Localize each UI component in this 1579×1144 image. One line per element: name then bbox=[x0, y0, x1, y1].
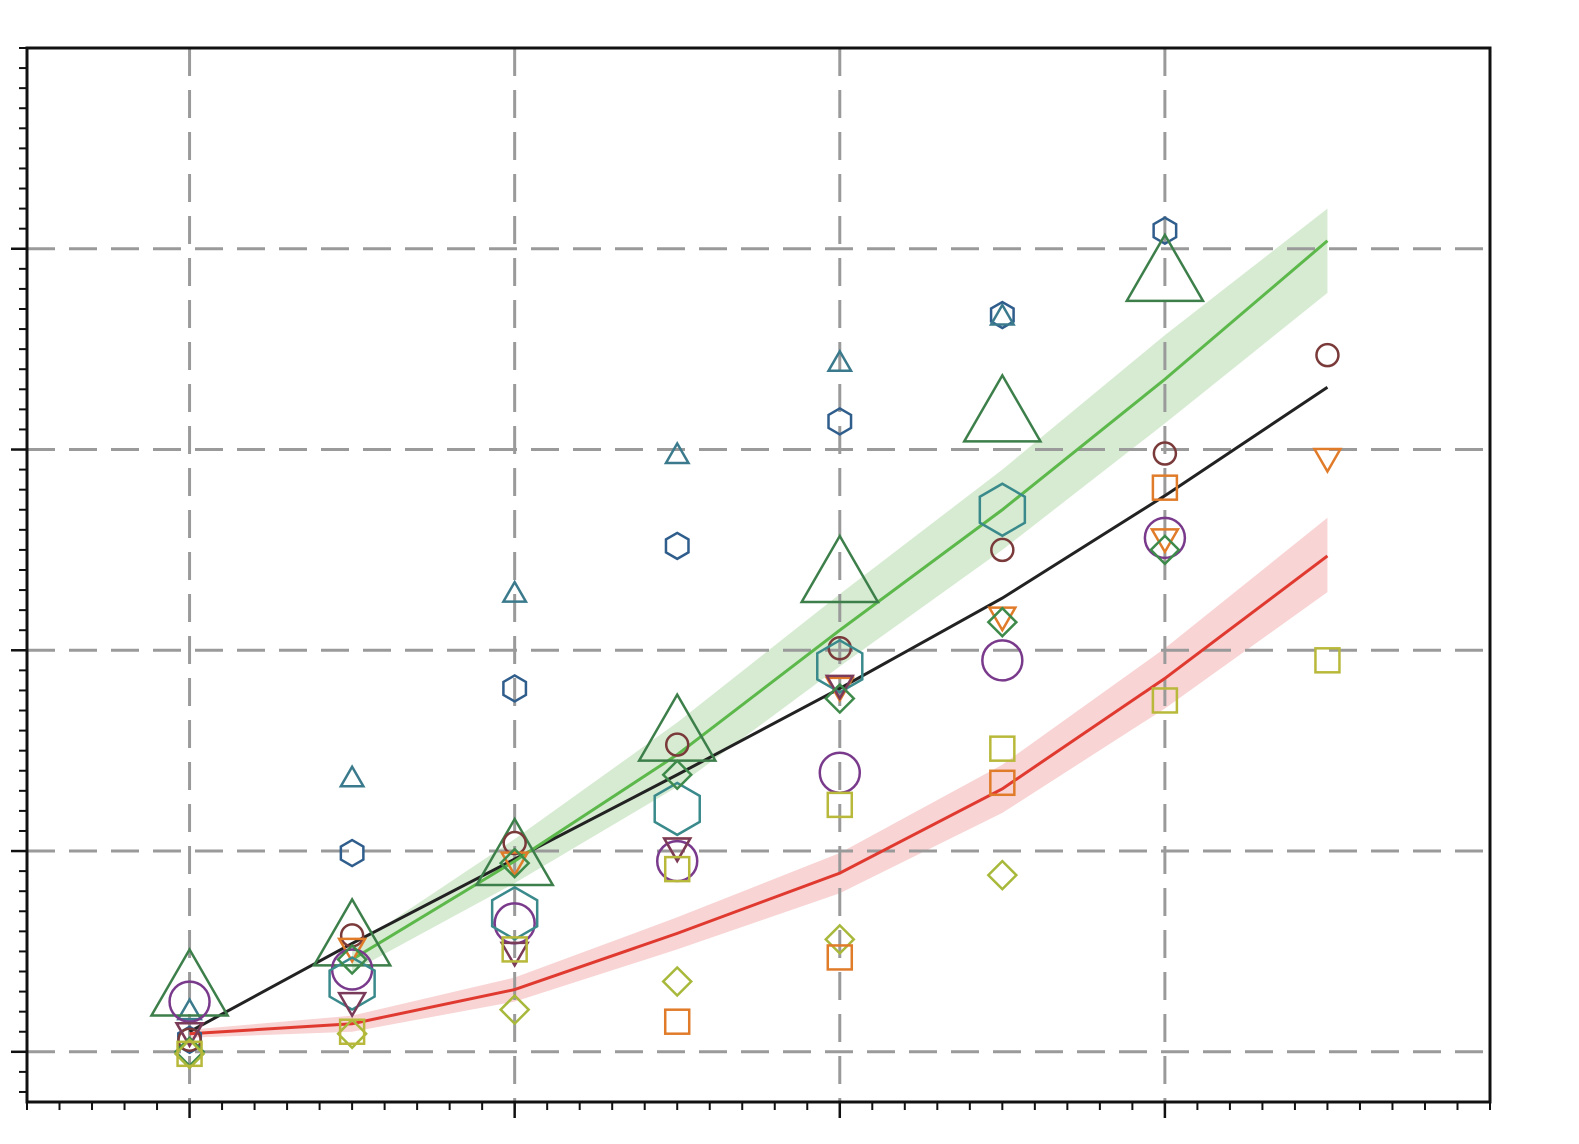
marker bbox=[502, 673, 528, 703]
marker bbox=[173, 1038, 206, 1070]
marker bbox=[501, 579, 529, 603]
marker bbox=[502, 830, 527, 856]
marker bbox=[168, 980, 211, 1023]
marker bbox=[1152, 216, 1178, 246]
marker bbox=[177, 1027, 202, 1053]
marker bbox=[663, 855, 691, 883]
marker bbox=[662, 837, 693, 864]
marker bbox=[989, 300, 1015, 330]
marker bbox=[336, 943, 368, 976]
marker bbox=[176, 1040, 203, 1068]
marker bbox=[311, 896, 393, 967]
fit-line bbox=[188, 386, 1329, 1034]
marker bbox=[499, 941, 530, 968]
marker bbox=[1151, 687, 1179, 714]
marker bbox=[816, 638, 864, 694]
marker bbox=[799, 533, 881, 604]
marker bbox=[1315, 342, 1340, 368]
marker bbox=[499, 851, 530, 878]
marker bbox=[498, 993, 531, 1026]
marker bbox=[988, 302, 1016, 326]
marker bbox=[990, 537, 1015, 563]
marker bbox=[1149, 534, 1181, 566]
marker bbox=[661, 758, 693, 791]
marker bbox=[1143, 516, 1187, 560]
marker bbox=[1124, 232, 1206, 303]
fit-line bbox=[189, 554, 1329, 1036]
marker bbox=[989, 769, 1016, 797]
marker bbox=[1314, 647, 1341, 674]
marker bbox=[653, 781, 701, 837]
marker bbox=[827, 406, 853, 436]
confidence-band bbox=[352, 208, 1328, 972]
marker bbox=[827, 636, 853, 661]
marker bbox=[826, 348, 854, 372]
plot-frame bbox=[25, 46, 1492, 1104]
marker bbox=[339, 838, 365, 868]
marker bbox=[149, 947, 230, 1017]
marker bbox=[989, 735, 1016, 762]
marker bbox=[1152, 441, 1178, 466]
marker bbox=[501, 936, 528, 963]
marker bbox=[338, 764, 366, 788]
marker bbox=[1312, 447, 1343, 475]
marker bbox=[1151, 474, 1179, 501]
marker bbox=[336, 991, 368, 1019]
marker bbox=[328, 956, 376, 1011]
marker bbox=[664, 732, 690, 757]
marker bbox=[962, 372, 1043, 443]
marker bbox=[338, 1018, 366, 1045]
marker bbox=[661, 965, 693, 998]
marker bbox=[663, 1008, 691, 1035]
marker bbox=[824, 682, 856, 715]
marker bbox=[1149, 528, 1181, 555]
marker bbox=[826, 944, 854, 971]
marker bbox=[664, 531, 690, 561]
marker bbox=[663, 441, 691, 465]
marker bbox=[176, 997, 203, 1021]
marker bbox=[474, 816, 555, 887]
marker bbox=[824, 674, 855, 701]
fit-line bbox=[351, 239, 1329, 961]
marker bbox=[981, 639, 1024, 682]
marker bbox=[498, 847, 531, 879]
marker bbox=[986, 859, 1019, 891]
marker bbox=[986, 606, 1019, 638]
marker bbox=[978, 482, 1027, 538]
marker bbox=[824, 923, 856, 956]
marker bbox=[174, 1021, 205, 1049]
marker bbox=[490, 885, 539, 941]
marker bbox=[826, 791, 854, 819]
